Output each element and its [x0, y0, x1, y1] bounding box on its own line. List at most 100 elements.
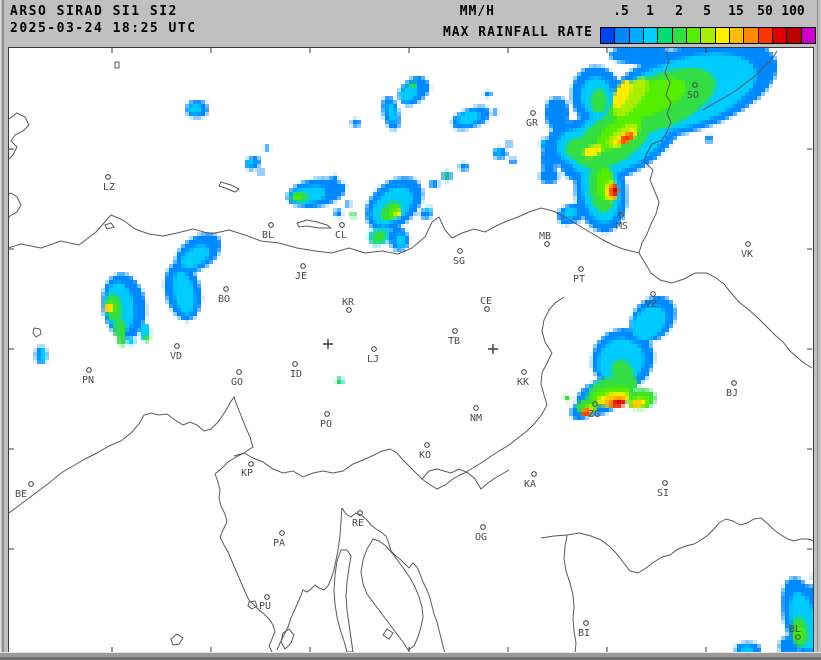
border-line	[638, 50, 672, 254]
legend-color-cell	[643, 28, 658, 43]
legend-tick-label: 5	[703, 4, 711, 19]
border-line	[214, 473, 276, 653]
station-label: KA	[524, 479, 536, 490]
station-label: BO	[218, 294, 230, 305]
station-marker	[324, 411, 330, 417]
station-label: MB	[539, 231, 551, 242]
border-line	[32, 327, 42, 338]
legend-tick-label: 50	[757, 4, 773, 19]
border-line	[296, 219, 333, 229]
cross-marker	[488, 344, 498, 354]
station-marker	[279, 530, 285, 536]
station-marker	[86, 367, 92, 373]
station-label: PU	[259, 601, 271, 612]
legend-tick-label: 1	[646, 4, 654, 19]
station-label: RE	[352, 518, 364, 529]
legend-tick-label: 2	[675, 4, 683, 19]
station-marker	[28, 481, 34, 487]
border-line	[333, 549, 354, 653]
station-label: VZ	[645, 299, 657, 310]
border-line	[280, 628, 295, 650]
station-marker	[531, 471, 537, 477]
legend-color-cell	[672, 28, 686, 43]
station-label: LZ	[103, 182, 115, 193]
station-label: CE	[480, 296, 492, 307]
station-marker	[583, 620, 589, 626]
border-line	[382, 628, 394, 640]
station-marker	[268, 222, 274, 228]
border-line	[9, 395, 254, 514]
border-line	[563, 534, 577, 653]
radar-map-panel: LZ GR SO BL CL MB MS SG VK JE BO KR CE PT VZ TB LJ KK VD ID…	[8, 47, 814, 654]
station-label: GO	[231, 377, 243, 388]
border-line	[389, 296, 565, 480]
window-frame-bottom	[0, 652, 821, 660]
station-marker	[578, 266, 584, 272]
station-marker	[692, 82, 698, 88]
station-marker	[346, 307, 352, 313]
station-label: PT	[573, 274, 585, 285]
station-marker	[452, 328, 458, 334]
legend-title: MAX RAINFALL RATE	[442, 25, 593, 40]
station-marker	[530, 110, 536, 116]
station-label: MS	[616, 221, 628, 232]
border-line	[341, 507, 446, 653]
border-line	[421, 469, 510, 490]
station-label: ZG	[588, 409, 600, 420]
radar-echo-layer	[9, 48, 813, 653]
station-label: PA	[273, 538, 285, 549]
station-label: TB	[448, 336, 460, 347]
station-label: NM	[470, 413, 482, 424]
timestamp: 2025-03-24 18:25 UTC	[10, 21, 197, 36]
station-marker	[731, 380, 737, 386]
cross-marker	[323, 339, 333, 349]
border-line	[247, 600, 258, 610]
legend-tick-label: .5	[613, 4, 629, 19]
station-marker	[745, 241, 751, 247]
station-marker	[473, 405, 479, 411]
legend-color-cell	[715, 28, 729, 43]
station-label: CL	[335, 230, 347, 241]
station-marker	[662, 480, 668, 486]
station-label: VD	[170, 351, 182, 362]
station-marker	[105, 174, 111, 180]
legend-color-cell	[686, 28, 701, 43]
legend-tick-label: 100	[781, 4, 805, 19]
station-label: BL	[262, 230, 274, 241]
station-marker	[223, 286, 229, 292]
border-line	[9, 112, 30, 160]
station-marker	[618, 212, 624, 218]
border-line	[9, 207, 640, 255]
station-marker	[521, 369, 527, 375]
station-label: BL	[789, 624, 801, 635]
station-label: ID	[290, 369, 302, 380]
border-line	[218, 181, 240, 193]
map-overlay-layer: LZ GR SO BL CL MB MS SG VK JE BO KR CE PT VZ TB LJ KK VD ID…	[9, 48, 813, 653]
legend-colorbar	[600, 27, 816, 44]
station-marker	[424, 442, 430, 448]
legend-color-cell	[615, 28, 629, 43]
legend-color-cell	[601, 28, 615, 43]
legend-units-label: MM/H	[459, 4, 495, 19]
window-frame-left	[0, 0, 8, 660]
station-label: OG	[475, 532, 487, 543]
station-label: KO	[419, 450, 431, 461]
station-marker	[795, 634, 801, 640]
border-line	[702, 50, 778, 111]
legend-color-cell	[629, 28, 643, 43]
station-marker	[480, 524, 486, 530]
station-marker	[544, 241, 550, 247]
station-marker	[484, 306, 490, 312]
station-marker	[339, 222, 345, 228]
legend-color-cell	[801, 28, 815, 43]
station-marker	[300, 263, 306, 269]
legend-color-cell	[658, 28, 672, 43]
border-line	[104, 222, 115, 230]
station-marker	[357, 510, 363, 516]
station-label: VK	[741, 249, 753, 260]
border-line	[540, 517, 813, 574]
station-label: SO	[687, 90, 699, 101]
station-label: KP	[241, 468, 253, 479]
border-line	[9, 192, 22, 218]
station-label: KK	[517, 377, 529, 388]
